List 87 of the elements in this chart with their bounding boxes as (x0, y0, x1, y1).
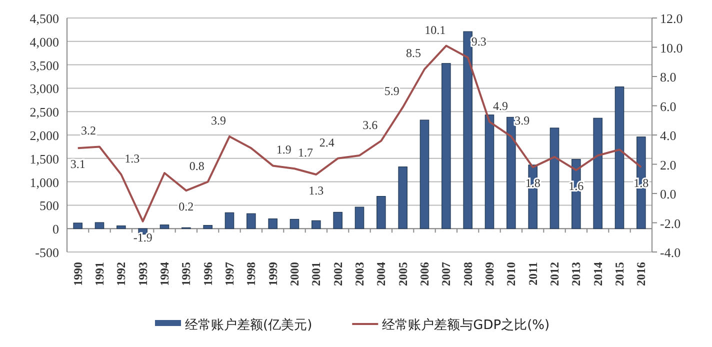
bar (246, 213, 256, 229)
x-tick-label: 1994 (158, 262, 172, 286)
bar (614, 86, 624, 229)
bar (73, 222, 82, 229)
bar (160, 224, 170, 229)
y2-tick-label: 12.0 (660, 11, 683, 26)
data-label: 2.4 (319, 135, 334, 150)
y-tick-label: 3,500 (30, 58, 59, 73)
x-tick-label: 1991 (92, 262, 106, 286)
bar (506, 116, 516, 229)
x-tick-label: 2009 (482, 262, 496, 286)
x-tick-label: 2012 (548, 262, 562, 286)
x-tick-label: 2016 (634, 262, 648, 286)
x-tick-label: 1997 (222, 262, 236, 286)
legend-label: 经常账户差额与GDP之比(%) (382, 318, 550, 333)
data-label: 3.1 (70, 157, 86, 172)
x-tick-label: 1996 (200, 262, 215, 286)
bar (268, 218, 278, 229)
data-label: 1.3 (308, 183, 324, 198)
y-tick-label: 4,500 (30, 11, 59, 26)
y2-tick-label: 10.0 (660, 40, 683, 56)
x-tick-label: 2006 (418, 262, 432, 286)
bar (484, 114, 494, 229)
data-label: 3.9 (211, 113, 226, 128)
y-tick-label: 500 (40, 198, 59, 214)
bar (463, 31, 472, 229)
y2-tick-label: 2.0 (660, 157, 676, 172)
bar (312, 220, 321, 229)
y2-tick-label: -4.0 (660, 245, 681, 260)
y2-tick-label: 6.0 (660, 98, 676, 114)
y-tick-label: 2,000 (30, 128, 59, 143)
bar (290, 218, 300, 229)
x-tick-label: 2010 (504, 262, 518, 286)
data-label: 5.9 (384, 84, 400, 98)
data-label: 3.6 (362, 118, 378, 132)
x-tick-label: 2005 (396, 262, 410, 286)
y-tick-label: 1,000 (30, 174, 59, 190)
data-label: 1.3 (124, 151, 140, 166)
bar (420, 120, 430, 229)
bar (94, 222, 104, 229)
x-tick-label: 2004 (374, 262, 388, 286)
bar (203, 225, 212, 229)
y-tick-label: -500 (35, 245, 59, 260)
data-label: 0.2 (178, 200, 194, 214)
y2-tick-label: 4.0 (660, 128, 676, 143)
data-label: 10.1 (424, 22, 446, 37)
bar (333, 212, 342, 229)
y2-tick-label: 8.0 (660, 70, 676, 84)
x-tick-label: 2002 (330, 262, 345, 286)
legend-label: 经常账户差额(亿美元) (185, 317, 312, 333)
x-tick-label: 1998 (244, 262, 258, 286)
y-tick-label: 0 (52, 222, 59, 237)
x-tick-label: 1995 (179, 262, 194, 286)
data-label: 3.2 (81, 124, 96, 138)
bar (398, 166, 408, 229)
x-tick-label: 1992 (114, 262, 128, 286)
y-tick-label: 4,000 (30, 34, 59, 50)
y-tick-label: 2,500 (30, 104, 59, 120)
x-tick-label: 1990 (70, 262, 85, 286)
x-tick-label: 2008 (460, 262, 475, 286)
y2-tick-label: 0.0 (660, 186, 676, 202)
x-tick-label: 2013 (569, 262, 584, 286)
x-tick-label: 2014 (590, 262, 605, 286)
y-tick-label: 1,500 (30, 151, 59, 166)
data-label: 0.8 (189, 158, 204, 173)
x-tick-label: 2015 (612, 262, 626, 286)
y2-tick-label: -2.0 (660, 216, 681, 231)
x-tick-label: 2003 (352, 262, 366, 286)
bar (116, 225, 126, 229)
x-tick-label: 2000 (288, 262, 302, 286)
data-label: 1.7 (298, 146, 313, 160)
bar (550, 128, 560, 229)
x-tick-label: 2011 (526, 262, 540, 286)
y-tick-label: 3,000 (30, 81, 59, 96)
bar (376, 196, 386, 229)
data-label: 1.9 (276, 142, 292, 157)
x-tick-label: 2001 (309, 262, 324, 286)
bar (593, 118, 602, 229)
bar (442, 63, 451, 229)
x-tick-label: 1999 (266, 262, 280, 286)
x-tick-label: 2007 (439, 262, 454, 286)
data-label: -1.9 (133, 230, 152, 244)
bar (224, 212, 234, 229)
data-label: 8.5 (406, 46, 421, 60)
data-label: 4.9 (493, 98, 508, 113)
bar (354, 206, 364, 229)
x-tick-label: 1993 (136, 262, 150, 286)
